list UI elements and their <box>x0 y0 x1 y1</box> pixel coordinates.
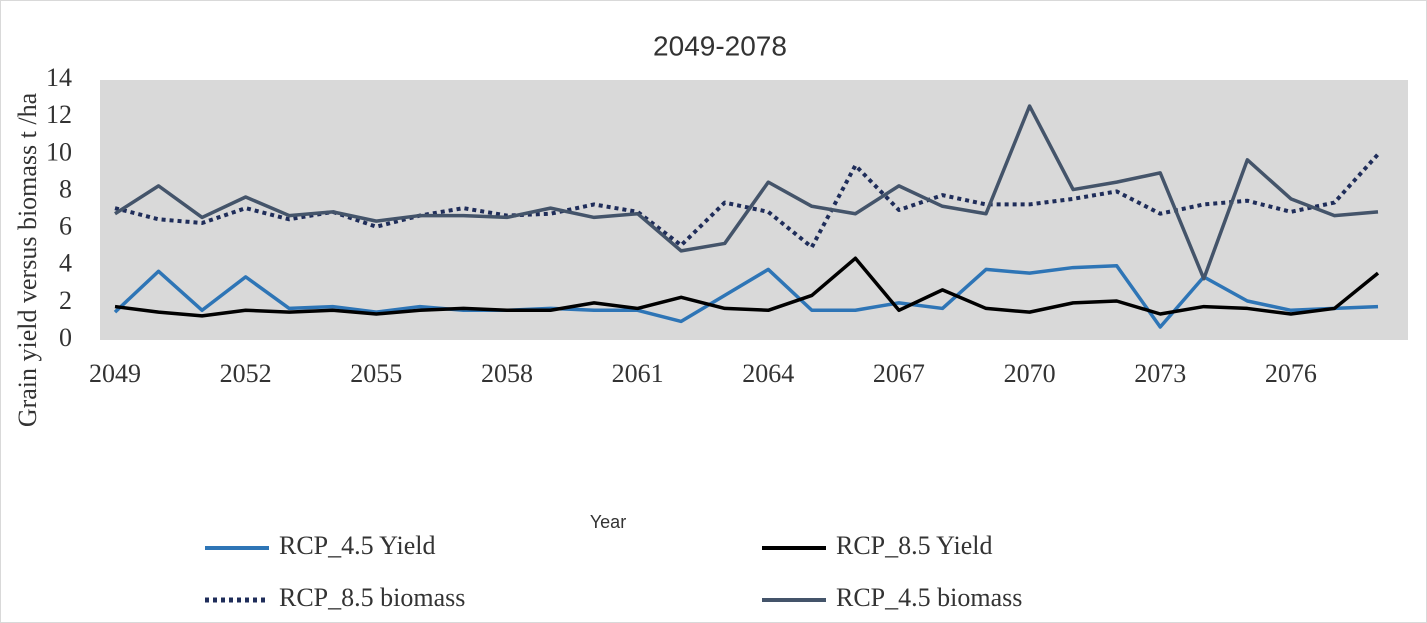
y-tick-label: 0 <box>59 323 72 352</box>
x-tick-label: 2058 <box>481 359 533 388</box>
y-tick-label: 12 <box>46 100 72 129</box>
chart-title: 2049-2078 <box>653 30 787 61</box>
legend-label: RCP_8.5 biomass <box>279 583 465 612</box>
x-tick-label: 2076 <box>1265 359 1317 388</box>
x-tick-label: 2064 <box>742 359 794 388</box>
x-tick-label: 2055 <box>350 359 402 388</box>
series-line <box>113 263 1379 329</box>
legend-label: RCP_4.5 Yield <box>279 531 436 560</box>
x-tick-label: 2073 <box>1134 359 1186 388</box>
y-axis-label: Grain yield versus biomass t /ha <box>13 92 42 427</box>
y-tick-label: 6 <box>59 212 72 241</box>
y-tick-label: 10 <box>46 137 72 166</box>
y-tick-label: 8 <box>59 174 72 203</box>
x-tick-label: 2061 <box>612 359 664 388</box>
x-tick-label: 2067 <box>873 359 925 388</box>
legend-label: RCP_8.5 Yield <box>836 531 993 560</box>
x-axis-label: Year <box>590 512 626 532</box>
x-tick-label: 2052 <box>220 359 272 388</box>
series-line <box>114 256 1380 318</box>
series-line <box>114 104 1379 281</box>
y-tick-label: 2 <box>59 286 72 315</box>
legend-label: RCP_4.5 biomass <box>836 583 1022 612</box>
x-tick-label: 2070 <box>1004 359 1056 388</box>
y-tick-label: 4 <box>59 249 72 278</box>
y-tick-label: 14 <box>46 63 72 92</box>
x-tick-label: 2049 <box>89 359 141 388</box>
